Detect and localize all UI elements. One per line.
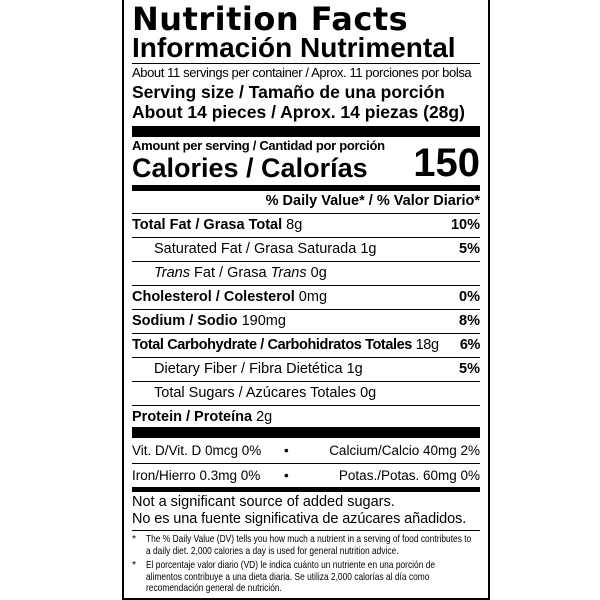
vitamin-left: Iron/Hierro 0.3mg 0% bbox=[132, 468, 261, 483]
nutrient-amount: 0mg bbox=[298, 289, 328, 305]
serving-size-label: Serving size / Tamaño de una porción bbox=[132, 82, 445, 102]
nutrient-name: Cholesterol / Colesterol bbox=[132, 289, 295, 305]
nutrient-dv: 8% bbox=[459, 313, 480, 329]
daily-value-header: % Daily Value* / % Valor Diario* bbox=[265, 193, 480, 209]
nutrient-amount: 1g bbox=[346, 361, 363, 377]
nutrient-amount: 1g bbox=[360, 241, 377, 257]
nutrient-amount: 2g bbox=[256, 409, 273, 425]
nutrient-row-cholesterol: Cholesterol / Colesterol 0mg 0% bbox=[132, 285, 480, 309]
nutrient-dv: 0% bbox=[459, 289, 480, 305]
vitamin-row: Vit. D/Vit. D 0mcg 0% • Calcium/Calcio 40m… bbox=[132, 439, 480, 462]
servings-per-container: About 11 servings per container / Aprox.… bbox=[132, 65, 472, 80]
bullet: • bbox=[284, 468, 289, 483]
asterisk: * bbox=[132, 533, 137, 545]
nutrient-name: Total Sugars / Azúcares Totales bbox=[154, 385, 357, 401]
nutrient-name: Protein / Proteína bbox=[132, 409, 253, 425]
asterisk: * bbox=[132, 559, 137, 571]
thick-divider bbox=[132, 427, 480, 438]
divider bbox=[132, 530, 480, 531]
nutrient-name: Total Carbohydrate / Carbohidratos Total… bbox=[132, 337, 412, 353]
calories-label: Calories / Calorías bbox=[132, 153, 368, 183]
footnote-english: * The % Daily Value (DV) tells you how mu… bbox=[132, 533, 480, 557]
bullet: • bbox=[284, 443, 289, 458]
nutrient-dv: 6% bbox=[459, 337, 481, 353]
nutrient-amount: 18g bbox=[415, 337, 439, 353]
added-sugars-note-spanish: No es una fuente significativa de azúcar… bbox=[132, 511, 467, 527]
medium-divider bbox=[132, 185, 480, 191]
vitamin-right: Calcium/Calcio 40mg 2% bbox=[329, 443, 480, 458]
vitamin-row: Iron/Hierro 0.3mg 0% • Potas./Potas. 60mg … bbox=[132, 463, 480, 487]
vitamin-left: Vit. D/Vit. D 0mcg 0% bbox=[132, 443, 262, 458]
footnote-text: El porcentaje valor diario (VD) le indic… bbox=[146, 559, 436, 594]
title-spanish: Información Nutrimental bbox=[132, 32, 456, 63]
serving-size-value: About 14 pieces / Aprox. 14 piezas (28g) bbox=[132, 102, 465, 122]
amount-per-serving: Amount per serving / Cantidad por porció… bbox=[132, 138, 385, 153]
nutrient-name: Sodium / Sodio bbox=[132, 313, 238, 329]
nutrient-row-total-fat: Total Fat / Grasa Total 8g 10% bbox=[132, 213, 480, 237]
nutrient-row-dietary-fiber: Dietary Fiber / Fibra Dietética 1g 5% bbox=[132, 357, 480, 381]
nutrient-name-italic: Trans bbox=[270, 265, 307, 281]
vitamin-right: Potas./Potas. 60mg 0% bbox=[338, 468, 480, 483]
divider bbox=[132, 63, 480, 64]
nutrient-dv: 5% bbox=[459, 361, 480, 377]
footnote-spanish: * El porcentaje valor diario (VD) le indi… bbox=[132, 559, 480, 595]
nutrient-name: Dietary Fiber / Fibra Dietética bbox=[154, 361, 343, 377]
title: Nutrition Facts bbox=[132, 0, 409, 38]
nutrient-dv: 5% bbox=[459, 241, 480, 257]
nutrient-row-total-sugars: Total Sugars / Azúcares Totales 0g bbox=[132, 381, 480, 405]
nutrient-row-protein: Protein / Proteína 2g bbox=[132, 405, 480, 429]
nutrient-name: Saturated Fat / Grasa Saturada bbox=[154, 241, 357, 257]
nutrient-row-sodium: Sodium / Sodio 190mg 8% bbox=[132, 309, 480, 333]
nutrient-row-saturated-fat: Saturated Fat / Grasa Saturada 1g 5% bbox=[132, 237, 480, 261]
thick-divider bbox=[132, 126, 480, 137]
nutrient-name-italic: Trans bbox=[154, 265, 190, 281]
nutrient-name: Total Fat / Grasa Total bbox=[132, 217, 283, 233]
calories-value: 150 bbox=[413, 141, 480, 185]
nutrient-amount: 190mg bbox=[241, 313, 286, 329]
added-sugars-note: Not a significant source of added sugars… bbox=[132, 494, 395, 510]
nutrient-row-trans-fat: Trans Fat / Grasa Trans 0g bbox=[132, 261, 480, 285]
nutrient-name: Fat / Grasa bbox=[190, 265, 271, 281]
nutrient-amount: 0g bbox=[360, 385, 377, 401]
footnote-text: The % Daily Value (DV) tells you how muc… bbox=[146, 533, 472, 557]
nutrient-amount: 8g bbox=[286, 217, 303, 233]
nutrition-facts-label: Nutrition Facts Información Nutrimental … bbox=[122, 0, 490, 600]
nutrient-amount: 0g bbox=[310, 265, 327, 281]
footnotes: * The % Daily Value (DV) tells you how mu… bbox=[132, 533, 480, 598]
nutrient-dv: 10% bbox=[450, 217, 480, 233]
nutrient-row-total-carbohydrate: Total Carbohydrate / Carbohidratos Total… bbox=[132, 333, 480, 357]
medium-divider bbox=[132, 487, 480, 492]
